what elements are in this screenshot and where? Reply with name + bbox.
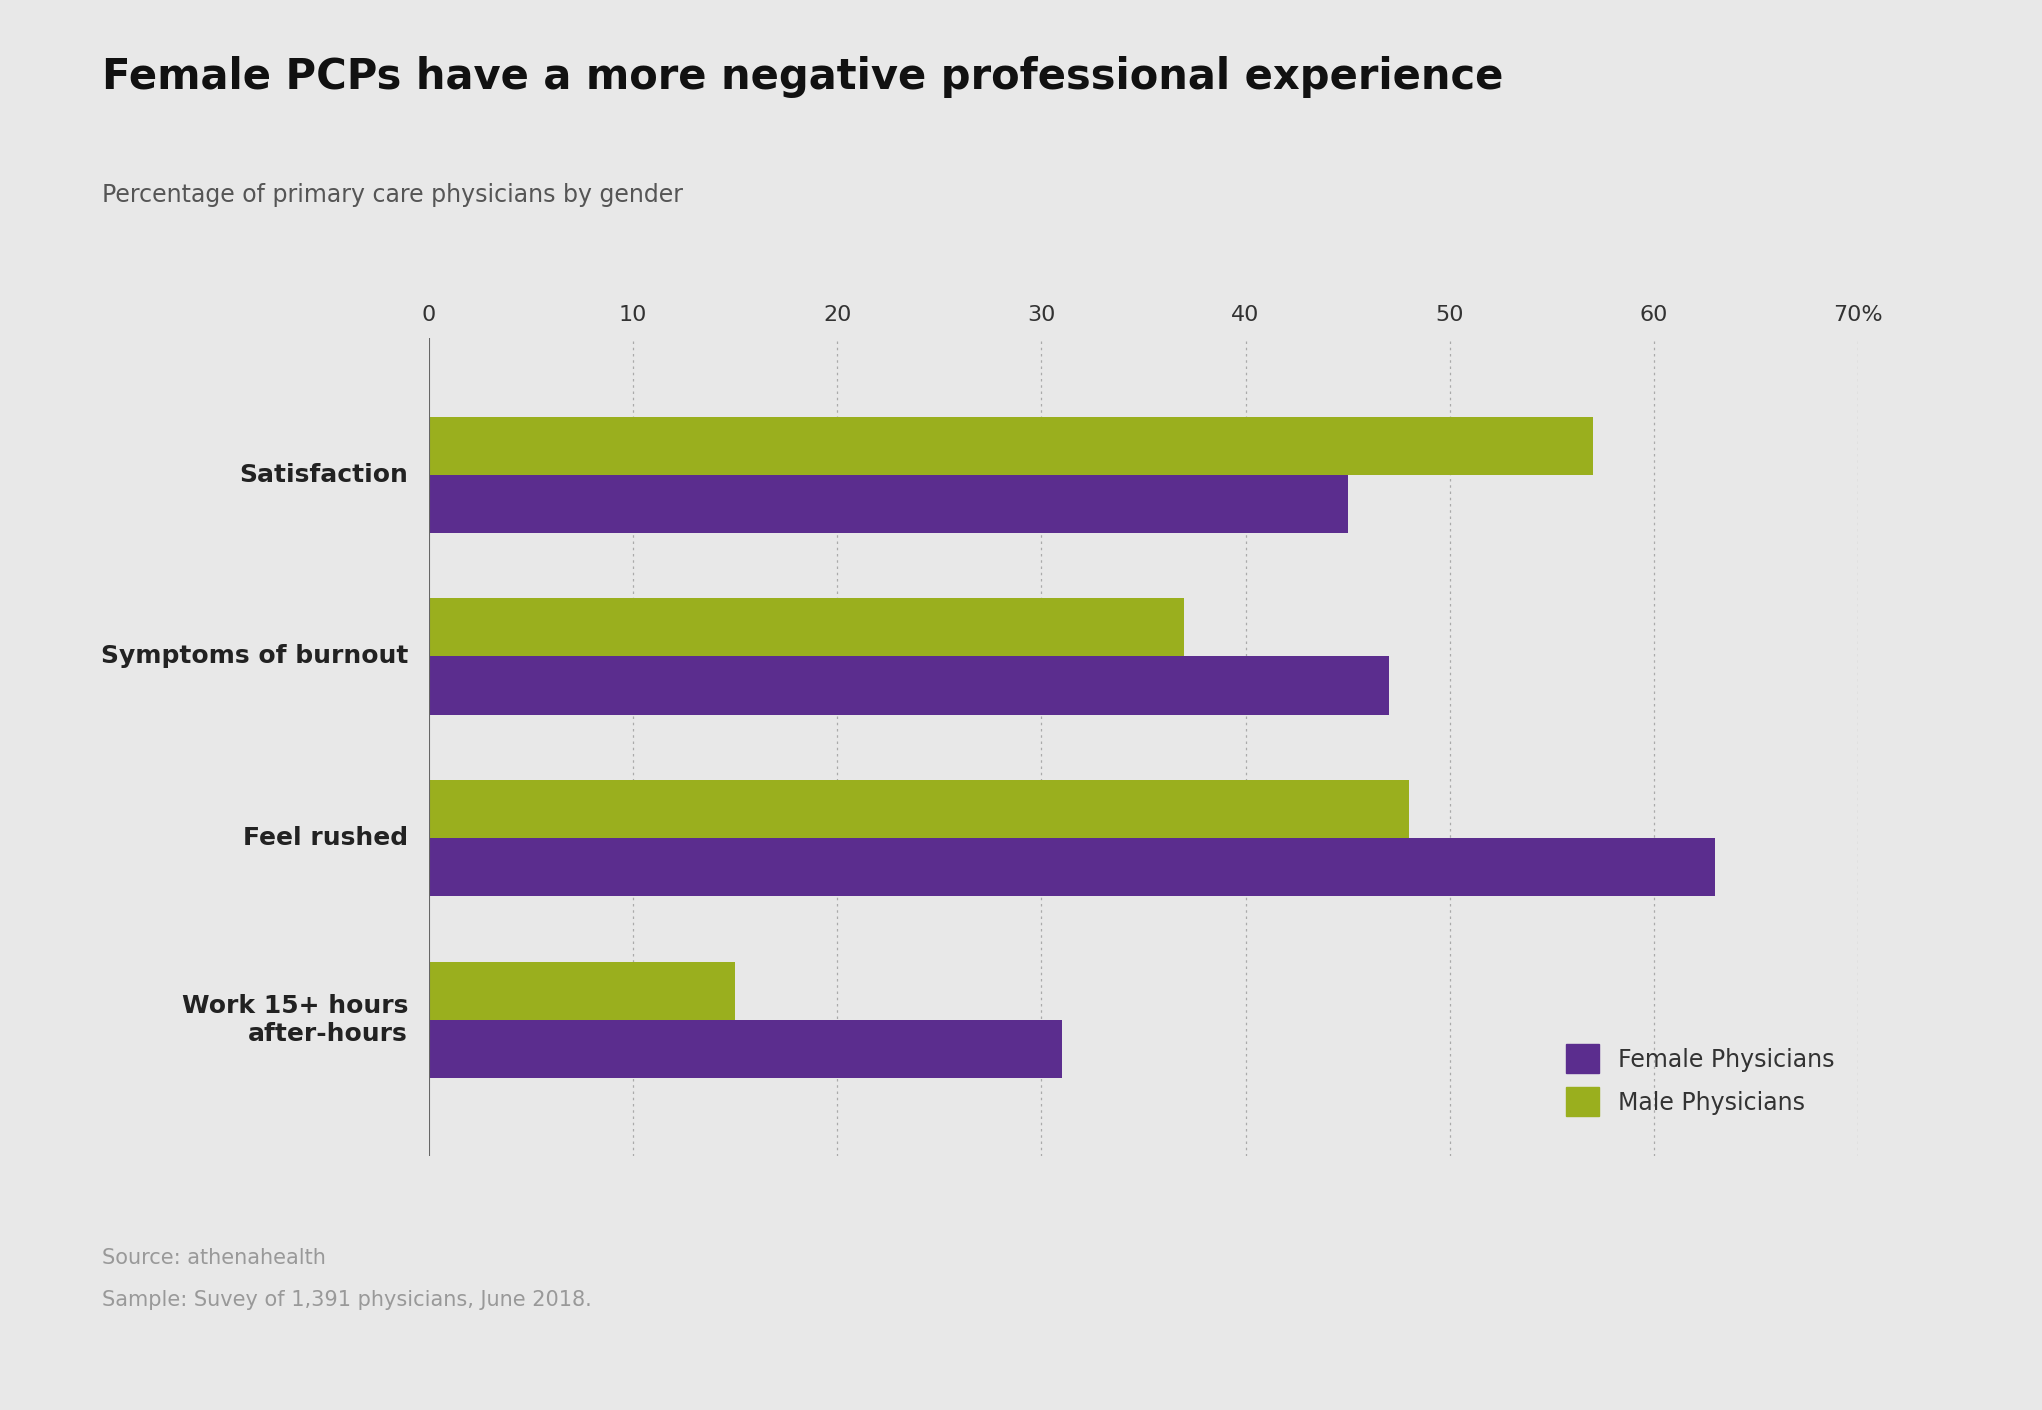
Text: Female PCPs have a more negative professional experience: Female PCPs have a more negative profess… [102,56,1503,99]
Text: Source: athenahealth: Source: athenahealth [102,1248,327,1268]
Text: Sample: Suvey of 1,391 physicians, June 2018.: Sample: Suvey of 1,391 physicians, June … [102,1290,592,1310]
Bar [429,475,1348,533]
Bar [429,1019,1062,1079]
Text: Percentage of primary care physicians by gender: Percentage of primary care physicians by… [102,183,684,207]
Bar [429,598,1184,657]
Bar [429,416,1593,475]
Bar [429,780,1409,838]
Bar [429,657,1389,715]
Bar [429,838,1715,897]
Bar [429,962,735,1019]
Legend: Female Physicians, Male Physicians: Female Physicians, Male Physicians [1554,1032,1846,1128]
